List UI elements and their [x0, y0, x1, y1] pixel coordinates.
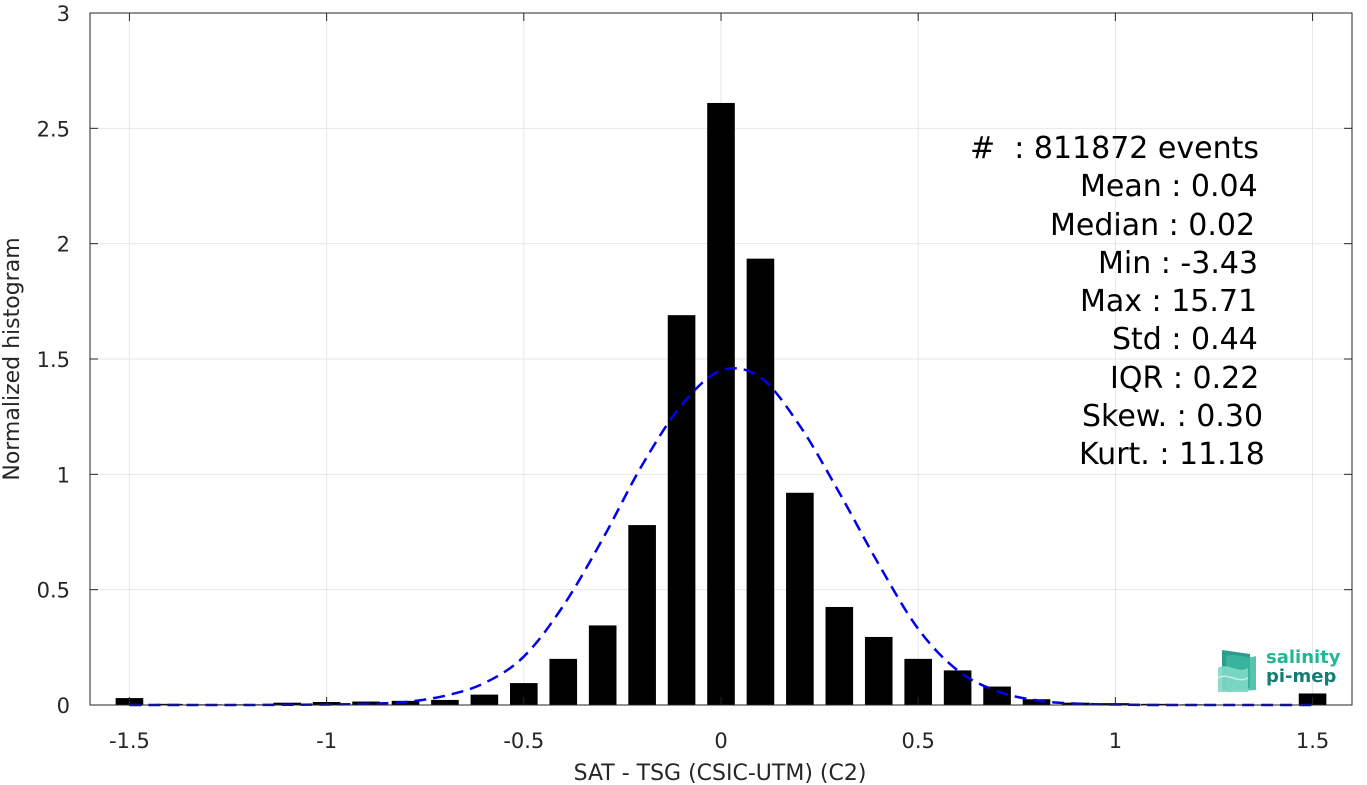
stat-max: Max : 15.71 [1080, 284, 1258, 320]
stat-iqr: IQR : 0.22 [1110, 360, 1260, 396]
stat-skew: Skew. : 0.30 [1082, 399, 1264, 435]
wave-stack-icon [1217, 650, 1256, 692]
y-tick-label: 1 [57, 463, 70, 487]
x-tick-label: 0 [714, 729, 727, 753]
x-tick-label: 1 [1109, 729, 1122, 753]
y-tick-label: 0.5 [37, 579, 70, 603]
stat-mean: Mean : 0.04 [1080, 169, 1258, 205]
x-axis-ticks: -1.5 -1 -0.5 0 0.5 1 1.5 [109, 13, 1329, 753]
x-tick-label: -1.5 [109, 729, 150, 753]
histogram-bar [431, 699, 459, 705]
stat-events: # : 811872 events [970, 131, 1259, 166]
histogram-bar [588, 625, 617, 705]
y-tick-label: 2 [57, 233, 70, 257]
x-tick-label: -1 [316, 729, 337, 753]
logo-text-salinity: salinity [1266, 647, 1341, 668]
histogram-bar [864, 636, 893, 705]
histogram-bar [943, 670, 972, 705]
y-tick-label: 3 [57, 2, 70, 26]
histogram-bar [746, 258, 775, 705]
histogram-bar [825, 606, 854, 705]
x-tick-label: 0.5 [901, 729, 934, 753]
x-tick-label: -0.5 [503, 729, 544, 753]
y-axis-ticks: 0 0.5 1 1.5 2 2.5 3 [37, 2, 1352, 718]
y-tick-label: 0 [57, 694, 70, 718]
stat-kurt: Kurt. : 11.18 [1079, 437, 1265, 473]
histogram-bar [983, 686, 1011, 705]
x-axis-label: SAT - TSG (CSIC-UTM) (C2) [574, 761, 867, 785]
histogram-bar [549, 658, 578, 705]
stat-median: Median : 0.02 [1050, 207, 1256, 243]
y-tick-label: 1.5 [37, 348, 70, 372]
histogram-bar [786, 492, 814, 705]
histogram-bar [510, 683, 538, 705]
histogram-bar [628, 525, 656, 705]
histogram-bar [667, 315, 696, 705]
salinity-pimep-logo: salinity pi-mep [1216, 646, 1346, 696]
y-tick-label: 2.5 [37, 117, 70, 141]
logo-text-pimep: pi-mep [1266, 666, 1337, 687]
histogram-bars [115, 102, 1327, 706]
histogram-bar [1022, 699, 1051, 705]
histogram-bar [470, 694, 499, 705]
stat-min: Min : -3.43 [1098, 245, 1259, 281]
stat-std: Std : 0.44 [1112, 322, 1258, 358]
statistics-box: # : 811872 events Mean : 0.04 Median : 0… [940, 130, 1280, 475]
y-axis-label: Normalized histogram [0, 237, 25, 480]
x-tick-label: 1.5 [1296, 729, 1329, 753]
histogram-bar [707, 102, 735, 705]
